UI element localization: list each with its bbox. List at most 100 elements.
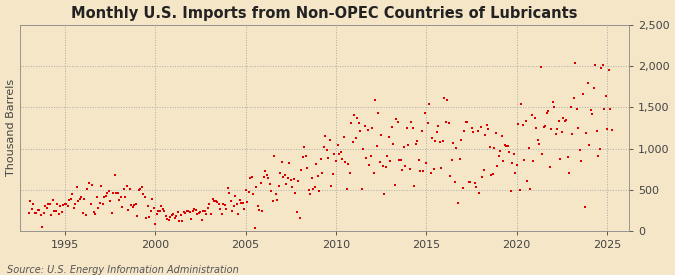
Point bbox=[568, 95, 579, 100]
Point bbox=[176, 213, 186, 217]
Point bbox=[161, 213, 171, 218]
Point bbox=[497, 159, 508, 164]
Point bbox=[150, 222, 161, 226]
Point bbox=[271, 192, 281, 197]
Point bbox=[219, 203, 230, 208]
Point bbox=[167, 213, 178, 218]
Point bbox=[474, 191, 485, 195]
Point bbox=[72, 184, 82, 189]
Point bbox=[311, 162, 322, 166]
Point bbox=[489, 146, 500, 150]
Point bbox=[335, 150, 346, 155]
Point bbox=[343, 162, 354, 166]
Point bbox=[259, 174, 269, 179]
Point bbox=[145, 208, 156, 213]
Point bbox=[144, 214, 155, 219]
Point bbox=[349, 113, 360, 118]
Point bbox=[141, 216, 152, 220]
Point bbox=[341, 187, 352, 192]
Point bbox=[457, 186, 468, 191]
Point bbox=[386, 125, 397, 129]
Point bbox=[510, 171, 520, 176]
Point bbox=[190, 208, 201, 213]
Point bbox=[112, 191, 123, 195]
Point bbox=[51, 209, 61, 213]
Point bbox=[204, 202, 215, 206]
Point bbox=[200, 209, 211, 214]
Point bbox=[525, 187, 536, 191]
Point bbox=[236, 200, 246, 205]
Point bbox=[279, 173, 290, 177]
Point bbox=[233, 212, 244, 216]
Point bbox=[470, 185, 481, 189]
Point bbox=[572, 107, 583, 111]
Point bbox=[576, 159, 587, 163]
Point bbox=[109, 173, 120, 177]
Point bbox=[338, 135, 349, 139]
Point bbox=[91, 195, 102, 199]
Point bbox=[507, 161, 518, 166]
Point bbox=[82, 187, 93, 191]
Point bbox=[182, 209, 192, 213]
Point bbox=[451, 145, 462, 150]
Point bbox=[35, 213, 46, 217]
Point bbox=[567, 131, 578, 136]
Point bbox=[398, 145, 409, 149]
Point bbox=[298, 154, 308, 159]
Point bbox=[325, 138, 335, 142]
Point bbox=[353, 121, 364, 125]
Point bbox=[159, 209, 169, 214]
Point bbox=[502, 144, 513, 148]
Point bbox=[248, 191, 259, 196]
Point bbox=[315, 157, 326, 161]
Point bbox=[441, 120, 452, 125]
Point bbox=[359, 124, 370, 128]
Point bbox=[578, 92, 589, 96]
Point bbox=[382, 153, 393, 158]
Point bbox=[242, 200, 252, 204]
Point bbox=[423, 121, 433, 126]
Point bbox=[367, 126, 377, 130]
Point bbox=[106, 210, 117, 215]
Point bbox=[55, 203, 65, 208]
Point bbox=[448, 141, 459, 146]
Point bbox=[504, 150, 514, 154]
Point bbox=[352, 116, 362, 120]
Point bbox=[512, 162, 522, 167]
Point bbox=[370, 97, 381, 102]
Point bbox=[30, 210, 40, 215]
Point bbox=[475, 125, 486, 129]
Point bbox=[73, 199, 84, 203]
Point bbox=[281, 182, 292, 186]
Point bbox=[37, 224, 48, 229]
Point bbox=[302, 166, 313, 170]
Point bbox=[92, 206, 103, 210]
Point bbox=[215, 207, 225, 211]
Point bbox=[331, 158, 342, 163]
Point bbox=[267, 199, 278, 203]
Point bbox=[537, 152, 547, 157]
Point bbox=[147, 197, 158, 201]
Point bbox=[516, 101, 526, 106]
Point bbox=[369, 170, 379, 175]
Point bbox=[365, 154, 376, 158]
Point bbox=[96, 184, 107, 188]
Point bbox=[533, 138, 543, 142]
Point bbox=[477, 175, 487, 179]
Point bbox=[49, 209, 60, 213]
Point bbox=[206, 212, 217, 217]
Point bbox=[84, 181, 95, 185]
Point bbox=[526, 113, 537, 117]
Point bbox=[232, 202, 242, 206]
Point bbox=[240, 188, 251, 192]
Point bbox=[171, 214, 182, 219]
Point bbox=[344, 171, 355, 175]
Point bbox=[347, 140, 358, 144]
Point bbox=[416, 129, 427, 134]
Point bbox=[573, 126, 584, 130]
Point bbox=[59, 202, 70, 207]
Point bbox=[545, 165, 556, 170]
Point bbox=[216, 212, 227, 216]
Point bbox=[329, 152, 340, 156]
Point bbox=[371, 144, 382, 148]
